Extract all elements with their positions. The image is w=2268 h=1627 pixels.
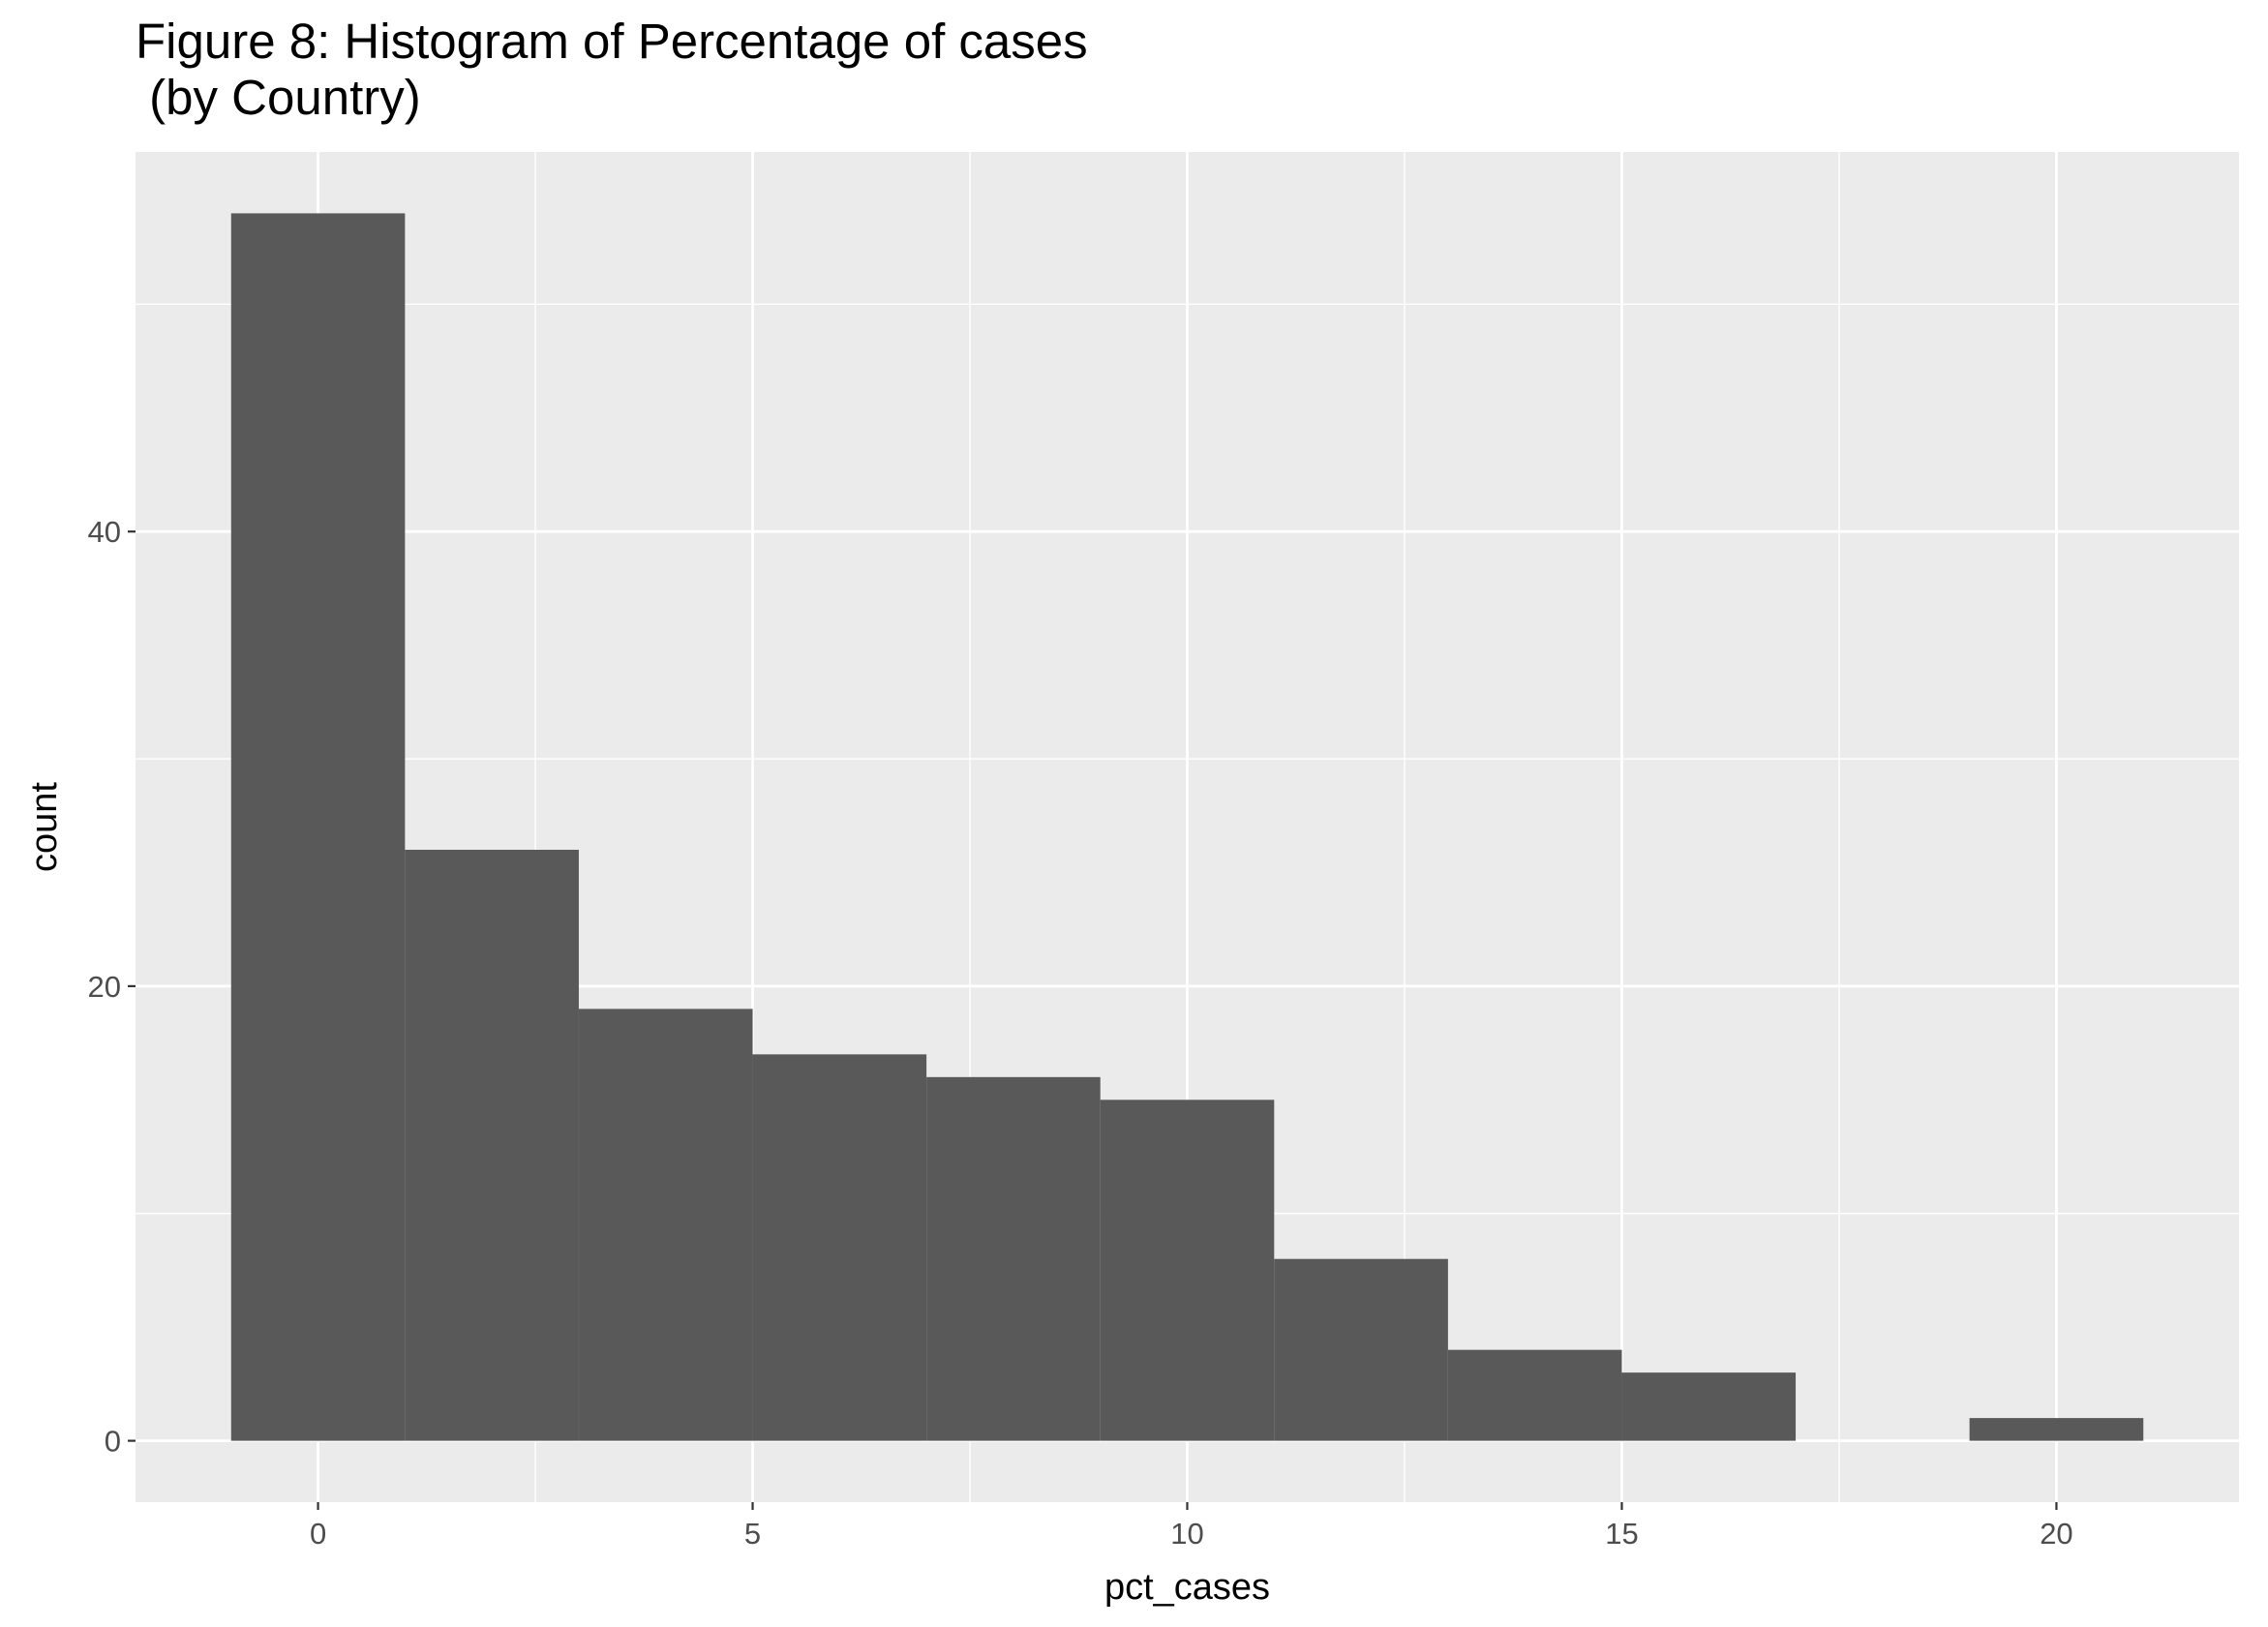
x-tick-label: 15 (1605, 1517, 1638, 1551)
histogram-bar (578, 1009, 753, 1441)
x-tick-label: 10 (1170, 1517, 1203, 1551)
histogram-bars (230, 213, 2144, 1441)
histogram-bar (926, 1076, 1101, 1441)
x-tick-label: 0 (310, 1517, 326, 1551)
x-tick-label: 5 (744, 1517, 761, 1551)
histogram-bar (1621, 1372, 1797, 1441)
x-axis: 0 5 10 15 20 (310, 1502, 2073, 1551)
histogram-bar (1274, 1258, 1448, 1441)
y-axis: 0 20 40 (88, 515, 136, 1459)
chart-title: Figure 8: Histogram of Percentage of cas… (136, 14, 1088, 125)
histogram-bar (752, 1054, 927, 1441)
x-axis-title: pct_cases (1104, 1567, 1270, 1608)
histogram-bar (230, 213, 406, 1441)
y-tick-label: 0 (105, 1425, 121, 1459)
y-axis-title: count (24, 782, 65, 872)
histogram-bar (1969, 1418, 2144, 1441)
y-tick-label: 20 (88, 970, 121, 1004)
x-tick-label: 20 (2040, 1517, 2072, 1551)
histogram-bar (1100, 1100, 1275, 1441)
y-tick-label: 40 (88, 515, 121, 549)
histogram-bar (405, 849, 579, 1441)
histogram-bar (1447, 1349, 1622, 1441)
